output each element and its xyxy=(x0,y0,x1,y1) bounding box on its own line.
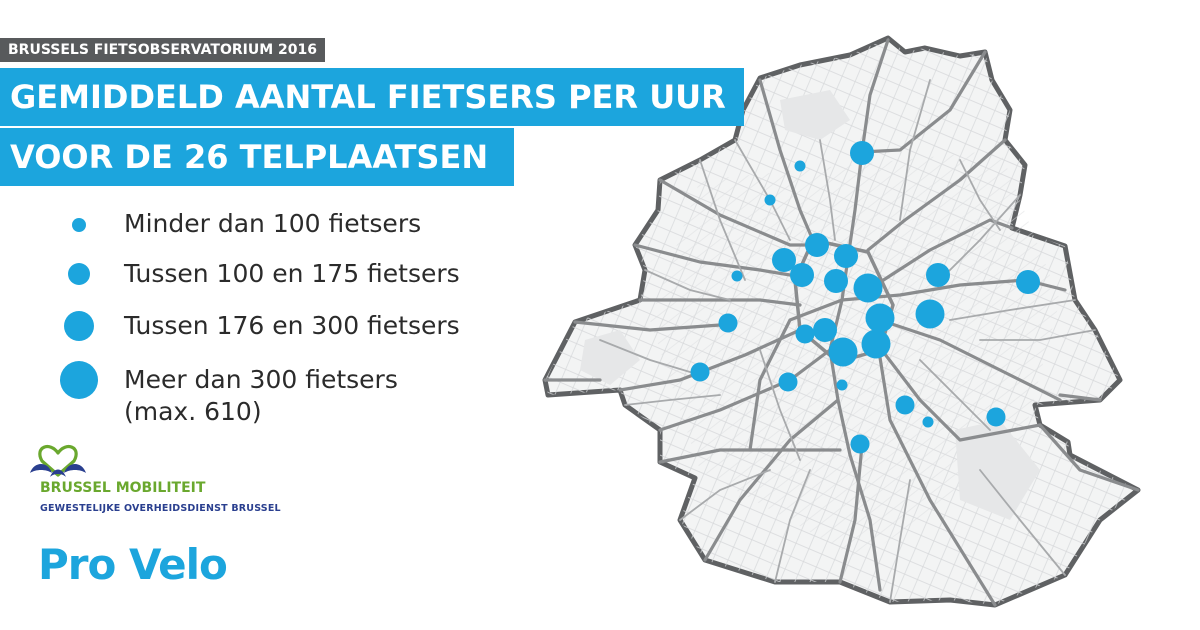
title-line-2: VOOR DE 26 TELPLAATSEN xyxy=(0,128,514,186)
title-line-1: GEMIDDELD AANTAL FIETSERS PER UUR xyxy=(0,68,744,126)
count-point-8 xyxy=(824,269,848,293)
legend-dot-xlarge-icon xyxy=(60,361,98,399)
legend-label: Minder dan 100 fietsers xyxy=(124,209,422,238)
count-point-22 xyxy=(836,379,848,391)
count-point-25 xyxy=(986,407,1006,427)
count-point-17 xyxy=(813,318,837,342)
brussel-mobiliteit-subtitle: GEWESTELIJKE OVERHEIDSDIENST BRUSSEL xyxy=(40,503,281,514)
count-point-1 xyxy=(850,141,874,165)
legend-dot-large-icon xyxy=(64,311,94,341)
legend-label: Meer dan 300 fietsers xyxy=(124,365,398,394)
legend-dot-small-icon xyxy=(72,218,86,232)
legend-label: Tussen 176 en 300 fietsers xyxy=(124,311,460,340)
count-point-10 xyxy=(731,270,743,282)
count-point-6 xyxy=(772,248,796,272)
count-point-26 xyxy=(850,434,870,454)
count-point-3 xyxy=(764,194,776,206)
count-point-7 xyxy=(790,263,814,287)
count-point-13 xyxy=(865,303,895,333)
count-point-19 xyxy=(861,329,891,359)
count-point-23 xyxy=(895,395,915,415)
count-point-9 xyxy=(853,273,883,303)
legend-label: Tussen 100 en 175 fietsers xyxy=(124,259,460,288)
count-points xyxy=(690,141,1040,454)
count-point-24 xyxy=(922,416,934,428)
count-point-4 xyxy=(805,233,829,257)
count-point-2 xyxy=(794,160,806,172)
brussel-mobiliteit-name: BRUSSEL MOBILITEIT xyxy=(40,480,206,496)
count-point-5 xyxy=(834,244,858,268)
count-point-11 xyxy=(926,263,950,287)
pro-velo-logo: Pro Velo xyxy=(38,540,228,589)
count-point-15 xyxy=(718,313,738,333)
inner-ring-road xyxy=(793,238,895,364)
count-point-14 xyxy=(915,299,945,329)
legend-dot-medium-icon xyxy=(68,263,90,285)
legend-sub-label: (max. 610) xyxy=(124,397,262,426)
count-point-18 xyxy=(828,337,858,367)
report-eyebrow: BRUSSELS FIETSOBSERVATORIUM 2016 xyxy=(0,38,325,62)
count-point-20 xyxy=(690,362,710,382)
count-point-21 xyxy=(778,372,798,392)
count-point-12 xyxy=(1016,270,1040,294)
count-point-16 xyxy=(795,324,815,344)
brussel-mobiliteit-logo-icon xyxy=(30,444,86,477)
